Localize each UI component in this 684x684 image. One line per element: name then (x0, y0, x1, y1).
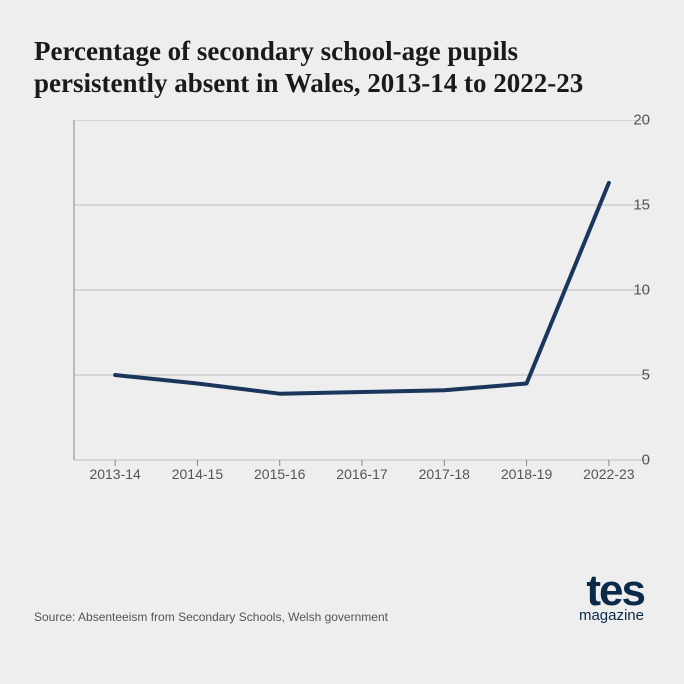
line-chart-svg (34, 120, 650, 500)
x-tick-label: 2022-23 (583, 466, 634, 482)
x-tick-label: 2015-16 (254, 466, 305, 482)
x-tick-label: 2013-14 (89, 466, 140, 482)
source-line: Source: Absenteeism from Secondary Schoo… (34, 610, 650, 624)
y-tick-label: 20 (620, 111, 650, 128)
chart-card: Percentage of secondary school-age pupil… (0, 0, 684, 684)
x-tick-label: 2018-19 (501, 466, 552, 482)
y-tick-label: 15 (620, 196, 650, 213)
chart-title: Percentage of secondary school-age pupil… (34, 36, 650, 100)
logo-magazine: magazine (579, 610, 644, 622)
chart-area: 05101520 2013-142014-152015-162016-17201… (34, 120, 650, 500)
x-tick-label: 2016-17 (336, 466, 387, 482)
brand-logo: tes magazine (579, 574, 644, 622)
y-tick-label: 5 (620, 366, 650, 383)
x-tick-label: 2017-18 (419, 466, 470, 482)
logo-tes: tes (579, 574, 644, 608)
data-line (115, 183, 609, 394)
x-tick-label: 2014-15 (172, 466, 223, 482)
y-tick-label: 10 (620, 281, 650, 298)
